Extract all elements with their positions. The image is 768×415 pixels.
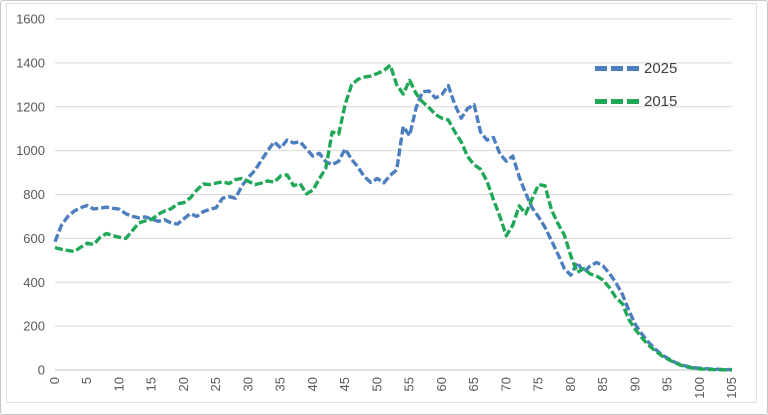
x-axis-label: 70 xyxy=(498,377,513,391)
y-axis-label: 0 xyxy=(38,363,45,378)
x-axis-label: 90 xyxy=(627,377,642,391)
chart-line-2025 xyxy=(53,83,732,372)
x-axis-label: 15 xyxy=(144,377,159,391)
x-axis-label: 55 xyxy=(402,377,417,391)
x-axis-label: 30 xyxy=(240,377,255,391)
x-axis-label: 5 xyxy=(79,377,94,384)
y-axis-label: 800 xyxy=(23,187,45,202)
x-axis-label: 20 xyxy=(176,377,191,391)
y-axis-label: 1000 xyxy=(16,143,45,158)
x-axis-label: 40 xyxy=(305,377,320,391)
x-axis-label: 75 xyxy=(531,377,546,391)
chart-frame-border xyxy=(6,3,757,403)
legend-item-2015: 2015 xyxy=(595,91,677,112)
x-axis-label: 50 xyxy=(369,377,384,391)
legend-swatch-2015 xyxy=(595,99,641,104)
x-axis-label: 65 xyxy=(466,377,481,391)
x-axis-label: 60 xyxy=(434,377,449,391)
x-axis-label: 100 xyxy=(692,377,707,399)
x-axis-label: 95 xyxy=(660,377,675,391)
legend-swatch-2025 xyxy=(595,66,641,71)
legend-label-2015: 2015 xyxy=(644,93,678,110)
y-axis-label: 600 xyxy=(23,231,45,246)
x-axis-label: 10 xyxy=(111,377,126,391)
y-axis-label: 1400 xyxy=(16,55,45,70)
y-axis-label: 1600 xyxy=(16,12,45,27)
x-axis-label: 80 xyxy=(563,377,578,391)
legend-label-2025: 2025 xyxy=(644,60,678,77)
x-axis-label: 85 xyxy=(595,377,610,391)
x-axis-label: 25 xyxy=(208,377,223,391)
x-axis-label: 45 xyxy=(337,377,352,391)
legend-item-2025: 2025 xyxy=(595,58,677,79)
x-axis-label: 105 xyxy=(724,377,739,399)
y-axis-label: 1200 xyxy=(16,99,45,114)
chart-legend: 2025 2015 xyxy=(595,58,677,112)
y-axis-label: 400 xyxy=(23,275,45,290)
chart-line-2015 xyxy=(54,63,733,372)
x-axis-label: 35 xyxy=(273,377,288,391)
y-axis-label: 200 xyxy=(23,319,45,334)
x-axis-label: 0 xyxy=(47,377,62,384)
